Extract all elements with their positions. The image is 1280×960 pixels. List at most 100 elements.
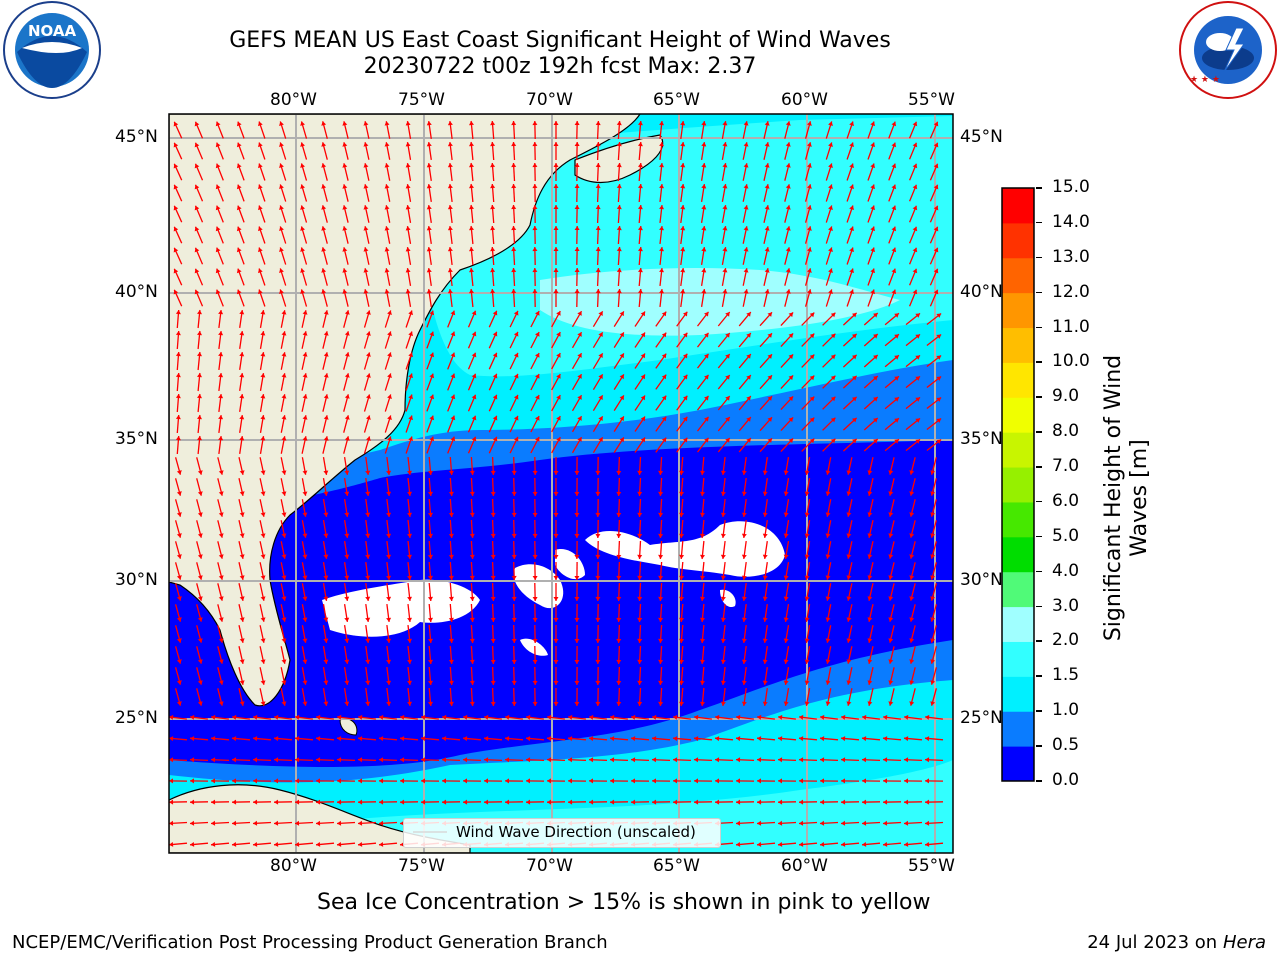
wave-arrow-head (757, 799, 762, 805)
wave-arrow-head (469, 659, 475, 664)
wave-arrow-head (825, 617, 831, 622)
wave-arrow-head (547, 799, 552, 805)
wave-arrow-head (379, 736, 384, 742)
wave-arrow-head (553, 289, 559, 293)
wave-arrow-head (556, 395, 561, 400)
wave-arrow-head (616, 512, 622, 517)
colorbar-tick-label: 11.0 (1052, 316, 1090, 337)
wave-arrow-head (704, 311, 709, 317)
wave-arrow-head (589, 736, 594, 742)
wave-arrow-head (610, 799, 615, 805)
wave-arrow-head (867, 533, 873, 538)
wave-arrow-head (532, 534, 538, 538)
wave-arrow-head (820, 842, 825, 847)
wave-arrow-head (767, 354, 772, 359)
wave-arrow-head (323, 533, 329, 538)
wave-arrow-head (281, 470, 287, 475)
wave-arrow-head (363, 142, 369, 147)
wave-arrow-head (722, 289, 728, 294)
lat-label-right: 25°N (960, 708, 1003, 728)
wave-arrow-head (722, 226, 728, 231)
wave-arrow-head (344, 470, 350, 475)
wave-arrow-head (505, 736, 510, 742)
wave-arrow-head (553, 597, 559, 601)
wave-arrow-head (532, 660, 538, 664)
wave-arrow-head (342, 247, 348, 252)
wave-arrow-head (720, 533, 726, 538)
wave-arrow-head (176, 596, 182, 601)
wave-arrow-head (428, 638, 433, 643)
wave-arrow-head (762, 575, 768, 580)
wave-arrow-head (767, 438, 772, 443)
wave-arrow-head (421, 778, 425, 784)
wave-arrow-head (741, 470, 747, 475)
wave-arrow-head (407, 512, 412, 517)
wave-arrow-head (870, 205, 875, 211)
wave-arrow-head (197, 533, 203, 538)
wave-arrow-head (321, 226, 327, 231)
wave-arrow-head (321, 289, 327, 294)
wave-arrow-head (365, 575, 371, 580)
wave-arrow-head (846, 575, 852, 580)
wave-arrow-head (616, 470, 622, 475)
wave-arrow-head (828, 226, 833, 231)
wave-arrow-head (589, 757, 594, 763)
wave-arrow-head (912, 205, 918, 211)
colorbar-label: Significant Height of Wind Waves [m] (1101, 354, 1152, 642)
wave-arrow-head (715, 757, 720, 763)
wave-arrow-head (236, 226, 242, 232)
wave-arrow-head (553, 184, 559, 188)
wave-arrow-head (295, 842, 300, 847)
wave-arrow-head (762, 659, 768, 664)
wave-arrow-head (930, 638, 936, 643)
wave-arrow-head (661, 311, 667, 317)
wave-arrow-head (799, 842, 804, 847)
wave-arrow-head (450, 373, 456, 379)
wave-arrow-head (532, 471, 538, 475)
wave-arrow-head (912, 247, 918, 253)
wave-arrow-head (379, 778, 383, 784)
wave-arrow-head (387, 352, 392, 357)
wave-arrow-head (384, 184, 390, 189)
wave-arrow-head (197, 617, 203, 622)
wave-arrow-head (547, 778, 551, 784)
wave-arrow-head (492, 331, 498, 337)
wave-arrow-head (694, 778, 698, 784)
wave-arrow-head (169, 757, 174, 763)
wave-arrow-head (556, 374, 561, 379)
wave-arrow-head (218, 596, 224, 601)
wave-arrow-head (762, 470, 768, 475)
wave-arrow-head (218, 470, 224, 475)
wave-arrow-head (197, 436, 202, 441)
wave-arrow-head (366, 310, 371, 315)
wave-arrow-head (490, 554, 496, 559)
wave-arrow-head (825, 701, 831, 706)
wave-arrow-head (175, 436, 181, 441)
wave-arrow-head (194, 247, 200, 253)
wave-arrow-head (281, 415, 287, 420)
wave-arrow-head (513, 310, 519, 316)
wave-arrow-head (511, 491, 517, 496)
wave-arrow-head (448, 470, 454, 475)
wave-arrow-head (638, 268, 643, 273)
wave-arrow-head (683, 353, 688, 359)
wave-arrow-head (379, 842, 384, 847)
wave-arrow-head (746, 375, 751, 380)
wave-arrow-head (274, 714, 279, 720)
wave-arrow-head (595, 226, 601, 231)
wave-arrow-head (400, 736, 405, 742)
wave-arrow-head (429, 436, 435, 442)
colorbar-tick-mark (1036, 466, 1042, 468)
wave-arrow-head (652, 757, 657, 763)
colorbar-tick-label: 8.0 (1052, 421, 1080, 442)
wave-arrow-head (281, 491, 287, 496)
wave-arrow-head (631, 714, 636, 720)
colorbar-tick-label: 3.0 (1052, 595, 1080, 616)
wave-arrow-head (888, 596, 894, 601)
wave-arrow-head (342, 121, 348, 126)
wave-arrow-head (909, 638, 915, 643)
wind-wave-arrows (169, 120, 944, 847)
colorbar-tick-label: 0.0 (1052, 770, 1080, 790)
wave-arrow-head (526, 799, 531, 805)
wave-arrow-head (867, 491, 873, 496)
